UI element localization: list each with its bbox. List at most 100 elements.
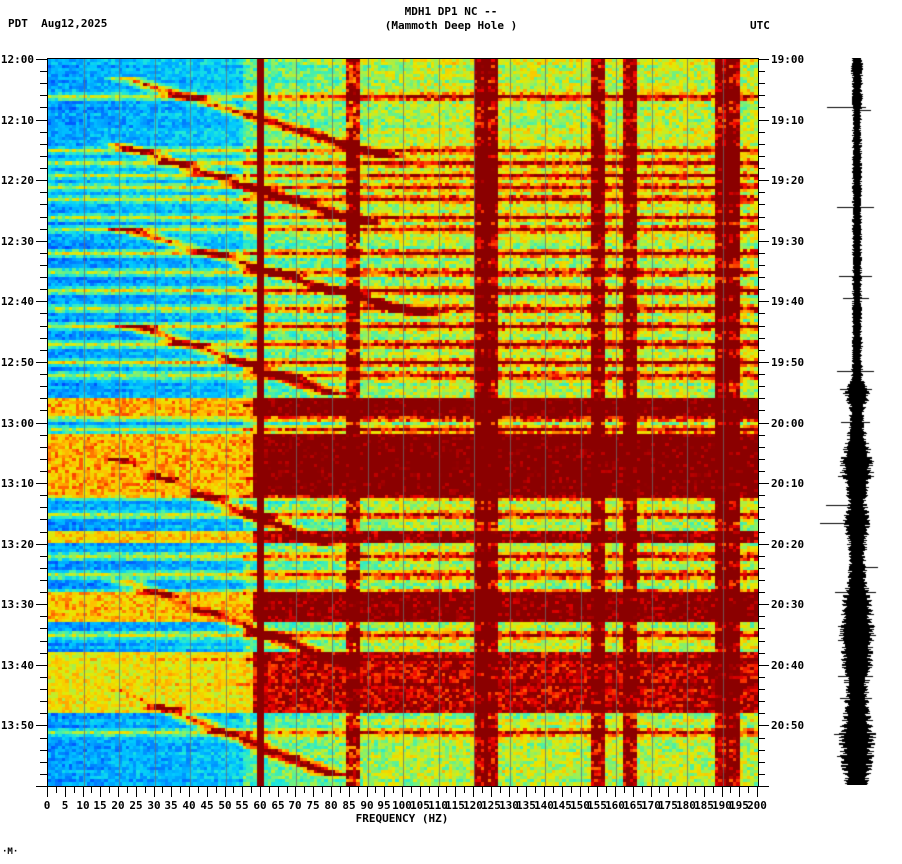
time-tick-left [40, 738, 47, 739]
spectrogram-plot[interactable] [47, 58, 759, 787]
time-tick-right [758, 398, 765, 399]
time-tick-right [758, 459, 765, 460]
frequency-tick [588, 786, 589, 793]
frequency-label: 195 [729, 799, 749, 812]
frequency-tick [367, 786, 368, 797]
frequency-tick [260, 786, 261, 797]
frequency-tick [287, 786, 288, 793]
frequency-tick [145, 786, 146, 793]
time-axis-utc: 19:00 19:10 19:20 19:30 19:40 19:50 20:00 20:10… [758, 53, 818, 787]
frequency-tick [162, 786, 163, 793]
time-tick-right [758, 774, 765, 775]
frequency-tick [171, 786, 172, 797]
frequency-tick [207, 786, 208, 797]
frequency-tick [322, 786, 323, 793]
time-label-utc: 19:10 [771, 114, 805, 127]
time-tick-right [758, 229, 765, 230]
frequency-label: 30 [147, 799, 161, 812]
frequency-label: 120 [463, 799, 483, 812]
frequency-tick [411, 786, 412, 793]
time-tick-right [758, 495, 765, 496]
time-tick-right [758, 738, 765, 739]
frequency-label: 95 [377, 799, 391, 812]
frequency-label: 140 [534, 799, 554, 812]
frequency-label: 165 [623, 799, 643, 812]
frequency-tick [446, 786, 447, 793]
time-tick-right [758, 241, 769, 242]
time-label-local: 12:00 [0, 53, 34, 66]
time-tick-right [758, 677, 765, 678]
time-tick-right [758, 338, 765, 339]
time-tick-right [758, 386, 765, 387]
time-tick-right [758, 326, 765, 327]
time-tick-left [40, 580, 47, 581]
time-tick-right [758, 144, 765, 145]
frequency-tick [455, 786, 456, 797]
time-tick-left [40, 507, 47, 508]
frequency-tick [233, 786, 234, 793]
time-tick-left [40, 156, 47, 157]
time-tick-left [40, 338, 47, 339]
frequency-axis-title: FREQUENCY (HZ) [355, 812, 449, 825]
frequency-label: 150 [570, 799, 590, 812]
frequency-label: 10 [76, 799, 90, 812]
time-tick-left [40, 289, 47, 290]
frequency-tick [56, 786, 57, 793]
frequency-tick [713, 786, 714, 793]
seismogram-trace-panel[interactable] [818, 58, 896, 785]
time-tick-left [40, 71, 47, 72]
time-tick-right [758, 592, 765, 593]
time-tick-right [758, 180, 769, 181]
frequency-tick [544, 786, 545, 797]
time-tick-left [40, 762, 47, 763]
time-label-utc: 19:30 [771, 235, 805, 248]
time-tick-left [40, 204, 47, 205]
frequency-tick [91, 786, 92, 793]
frequency-tick [580, 786, 581, 797]
time-tick-right [758, 265, 765, 266]
time-label-local: 13:00 [0, 417, 34, 430]
frequency-tick [722, 786, 723, 797]
time-tick-left [40, 132, 47, 133]
time-tick-right [758, 374, 765, 375]
time-tick-right [758, 616, 765, 617]
time-tick-right [758, 532, 765, 533]
frequency-label: 45 [200, 799, 214, 812]
frequency-tick [553, 786, 554, 793]
time-label-utc: 20:10 [771, 477, 805, 490]
time-tick-left [40, 107, 47, 108]
frequency-tick [384, 786, 385, 797]
time-tick-right [758, 750, 765, 751]
frequency-tick [633, 786, 634, 797]
time-tick-left [40, 677, 47, 678]
frequency-label: 5 [61, 799, 69, 812]
frequency-tick [242, 786, 243, 797]
time-label-local: 12:50 [0, 356, 34, 369]
time-tick-right [758, 350, 765, 351]
frequency-tick [313, 786, 314, 797]
corner-artifact-mark: ·M· [2, 847, 19, 857]
frequency-tick [642, 786, 643, 793]
time-tick-right [758, 653, 765, 654]
frequency-tick [615, 786, 616, 797]
time-tick-left [40, 750, 47, 751]
frequency-label: 115 [445, 799, 465, 812]
frequency-tick [340, 786, 341, 793]
time-tick-right [758, 120, 769, 121]
frequency-tick [438, 786, 439, 797]
time-tick-left [40, 628, 47, 629]
frequency-label: 25 [129, 799, 143, 812]
time-label-local: 13:10 [0, 477, 34, 490]
frequency-axis: 0 5 10 15 20 25 30 35 40 45 50 55 60 65 70 75 80 85 90 95 10… [44, 786, 767, 826]
time-tick-right [758, 689, 765, 690]
time-label-utc: 20:00 [771, 417, 805, 430]
frequency-tick [677, 786, 678, 793]
time-tick-left [36, 725, 47, 726]
time-label-local: 12:40 [0, 295, 34, 308]
frequency-tick [668, 786, 669, 797]
frequency-tick [375, 786, 376, 793]
frequency-label: 160 [605, 799, 625, 812]
time-tick-left [40, 556, 47, 557]
time-tick-right [758, 362, 769, 363]
time-tick-right [758, 556, 765, 557]
